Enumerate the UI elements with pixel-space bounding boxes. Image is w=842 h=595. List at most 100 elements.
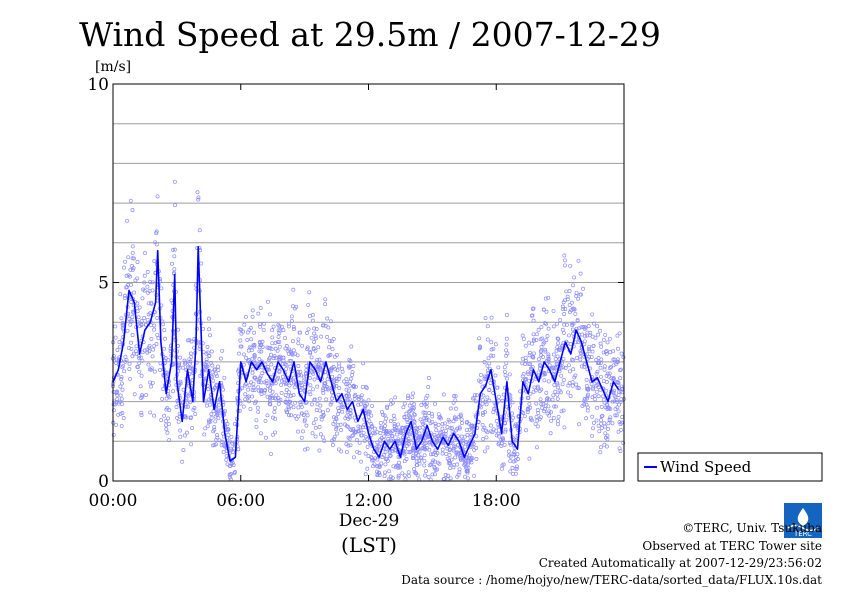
raw-sample-point	[434, 428, 439, 433]
raw-sample-point	[334, 384, 339, 388]
raw-sample-point	[243, 397, 248, 402]
raw-sample-point	[620, 415, 625, 419]
raw-sample-point	[504, 353, 509, 358]
raw-sample-point	[443, 431, 448, 436]
raw-sample-point	[576, 296, 581, 301]
raw-sample-point	[312, 377, 317, 382]
raw-sample-point	[383, 470, 388, 475]
raw-sample-point	[128, 322, 133, 327]
y-tick-label: 10	[87, 75, 109, 95]
raw-sample-point	[444, 451, 449, 456]
raw-sample-point	[188, 400, 193, 405]
raw-sample-point	[237, 327, 242, 332]
raw-sample-point	[561, 300, 566, 305]
raw-sample-point	[116, 412, 121, 417]
raw-sample-point	[279, 382, 284, 387]
raw-sample-point	[277, 339, 282, 344]
raw-sample-point	[321, 323, 326, 328]
raw-sample-point	[455, 462, 460, 467]
raw-sample-point	[585, 396, 589, 401]
raw-sample-point	[313, 334, 318, 339]
raw-sample-point	[271, 356, 276, 361]
raw-sample-point	[507, 372, 512, 377]
raw-sample-point	[568, 342, 573, 346]
raw-sample-point	[614, 413, 619, 418]
raw-sample-point	[297, 372, 302, 377]
raw-sample-point	[494, 428, 499, 433]
raw-sample-point	[310, 318, 315, 323]
raw-sample-point	[358, 402, 363, 407]
raw-sample-point	[326, 387, 331, 392]
raw-sample-point	[489, 429, 493, 434]
raw-sample-point	[419, 456, 424, 461]
raw-sample-point	[268, 312, 272, 317]
raw-sample-point	[497, 440, 502, 445]
raw-sample-point	[182, 358, 187, 363]
raw-sample-point	[572, 375, 577, 380]
raw-sample-point	[396, 475, 401, 480]
raw-sample-point	[392, 417, 397, 422]
raw-sample-point	[145, 270, 150, 274]
raw-sample-point	[406, 396, 410, 401]
raw-sample-point	[412, 402, 417, 407]
raw-sample-point	[380, 425, 385, 430]
raw-sample-point	[538, 349, 543, 354]
raw-sample-point	[209, 412, 214, 417]
raw-sample-point	[305, 446, 310, 451]
raw-sample-point	[111, 432, 116, 437]
raw-sample-point	[296, 405, 301, 410]
raw-sample-point	[119, 381, 124, 386]
raw-sample-point	[531, 389, 536, 394]
raw-sample-point	[359, 433, 364, 438]
raw-sample-point	[335, 423, 340, 428]
raw-sample-point	[385, 404, 390, 409]
raw-sample-point	[164, 370, 169, 375]
raw-sample-point	[522, 414, 527, 419]
raw-sample-point	[547, 363, 552, 368]
raw-sample-point	[552, 383, 557, 387]
raw-sample-point	[599, 426, 604, 430]
raw-sample-point	[124, 273, 129, 278]
raw-sample-point	[114, 390, 119, 395]
raw-sample-point	[307, 389, 312, 394]
raw-sample-point	[486, 356, 491, 361]
raw-sample-point	[171, 247, 175, 252]
raw-sample-point	[167, 438, 172, 443]
raw-sample-point	[412, 412, 417, 417]
raw-sample-point	[594, 383, 599, 388]
raw-sample-point	[377, 473, 382, 477]
raw-sample-point	[162, 413, 167, 418]
raw-sample-point	[493, 373, 498, 378]
raw-sample-point	[384, 416, 389, 421]
raw-sample-point	[608, 415, 613, 420]
raw-sample-point	[595, 405, 600, 410]
raw-sample-point	[259, 349, 264, 354]
raw-sample-point	[310, 387, 315, 392]
raw-sample-point	[145, 350, 150, 355]
raw-sample-point	[489, 347, 494, 352]
raw-sample-point	[545, 334, 550, 339]
raw-sample-point	[252, 375, 257, 380]
raw-sample-point	[613, 413, 618, 418]
raw-sample-point	[316, 364, 321, 369]
raw-sample-point	[525, 370, 530, 375]
raw-sample-point	[344, 393, 349, 398]
raw-sample-point	[272, 410, 277, 414]
raw-sample-point	[527, 353, 532, 358]
raw-sample-point	[437, 430, 442, 435]
raw-sample-point	[601, 379, 606, 384]
raw-sample-point	[464, 465, 468, 470]
raw-sample-point	[335, 412, 340, 417]
raw-sample-point	[288, 399, 293, 404]
raw-sample-point	[254, 424, 259, 429]
raw-sample-point	[562, 253, 567, 258]
raw-sample-point	[385, 458, 390, 463]
raw-sample-point	[291, 348, 296, 353]
raw-sample-point	[369, 424, 374, 429]
raw-sample-point	[594, 418, 599, 423]
raw-sample-point	[443, 473, 448, 477]
raw-sample-point	[434, 439, 439, 443]
raw-sample-point	[163, 336, 167, 341]
raw-sample-point	[433, 401, 437, 406]
raw-sample-point	[420, 445, 425, 450]
